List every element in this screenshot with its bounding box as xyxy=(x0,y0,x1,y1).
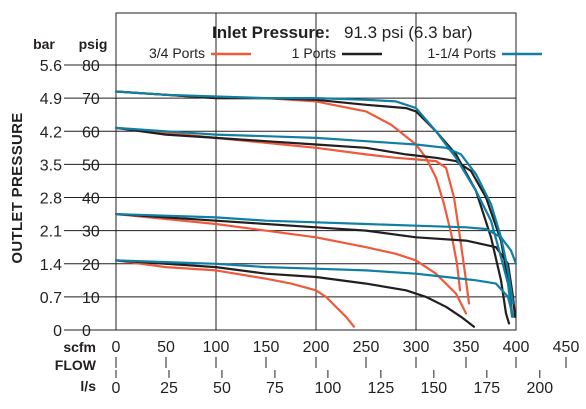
y-tick-label-bar: 4.2 xyxy=(40,124,62,141)
series-line-3-4-ports xyxy=(114,213,468,315)
x-unit-flow: FLOW xyxy=(55,357,97,373)
series-line-1-ports xyxy=(114,126,514,315)
x-tick-label-ls: 100 xyxy=(315,380,342,397)
y-tick-label-bar: 3.5 xyxy=(40,157,62,174)
x-tick-label-scfm: 150 xyxy=(253,339,280,356)
y-tick-label-psig: 10 xyxy=(82,290,100,307)
x-tick-label-scfm: 100 xyxy=(203,339,230,356)
y-tick-label-bar: 2.8 xyxy=(40,191,62,208)
x-tick-label-ls: 125 xyxy=(368,380,395,397)
y-tick-label-bar: 5.6 xyxy=(40,58,62,75)
series-line-3-4-ports xyxy=(114,90,462,292)
series-line-3-4-ports xyxy=(114,126,471,305)
x-tick-label-scfm: 350 xyxy=(453,339,480,356)
x-tick-label-ls: 200 xyxy=(526,380,553,397)
y-tick-label-psig: 70 xyxy=(82,91,100,108)
y-unit-psig: psig xyxy=(79,36,108,52)
legend: 3/4 Ports 1 Ports 1-1/4 Ports xyxy=(149,45,542,61)
y-unit-bar: bar xyxy=(33,36,55,52)
x-tick-label-scfm: 0 xyxy=(112,339,121,356)
series-line-1-1-4-ports xyxy=(114,259,515,318)
x-tick-label-ls: 175 xyxy=(473,380,500,397)
y-tick-label-psig: 30 xyxy=(82,224,100,241)
x-tick-label-scfm: 250 xyxy=(353,339,380,356)
legend-label: 1 Ports xyxy=(292,45,336,61)
y-tick-label-psig: 40 xyxy=(82,191,100,208)
series-line-1-1-4-ports xyxy=(114,90,514,318)
x-tick-label-scfm: 400 xyxy=(503,339,530,356)
series-line-1-1-4-ports xyxy=(114,126,515,305)
x-tick-label-ls: 50 xyxy=(213,380,231,397)
x-tick-label-ls: 25 xyxy=(160,380,178,397)
y-tick-label-bar: 1.4 xyxy=(40,257,62,274)
y-tick-label-psig: 80 xyxy=(82,58,100,75)
legend-label: 1-1/4 Ports xyxy=(428,45,496,61)
y-tick-label-psig: 20 xyxy=(82,257,100,274)
x-unit-ls: l/s xyxy=(80,378,96,394)
title-bold: Inlet Pressure: xyxy=(212,23,330,42)
y-tick-label-psig: 0 xyxy=(82,323,91,340)
axes: 80 5.6 70 4.9 60 4.2 50 3.5 40 2.8 30 2.1 20 1.4 10 0.7… xyxy=(40,58,580,397)
series-line-1-ports xyxy=(114,259,476,328)
series-line-3-4-ports xyxy=(114,259,356,328)
y-tick-label-bar: 4.9 xyxy=(40,91,62,108)
y-tick-label-psig: 60 xyxy=(82,124,100,141)
x-tick-label-scfm: 300 xyxy=(403,339,430,356)
x-tick-label-ls: 0 xyxy=(112,380,121,397)
x-tick-label-ls: 150 xyxy=(420,380,447,397)
x-tick-label-scfm: 50 xyxy=(157,339,175,356)
legend-label: 3/4 Ports xyxy=(149,45,205,61)
x-tick-label-scfm: 450 xyxy=(553,339,580,356)
series-line-1-1-4-ports xyxy=(114,213,518,265)
x-unit-scfm: scfm xyxy=(63,339,96,355)
y-tick-label-bar: 0.7 xyxy=(40,290,62,307)
series-lines xyxy=(114,90,518,328)
y-tick-label-bar: 0 xyxy=(53,323,62,340)
y-tick-label-psig: 50 xyxy=(82,157,100,174)
x-tick-label-scfm: 200 xyxy=(303,339,330,356)
y-axis-label: OUTLET PRESSURE xyxy=(9,112,26,263)
chart-title: Inlet Pressure: 91.3 psi (6.3 bar) xyxy=(212,23,473,42)
x-tick-label-ls: 75 xyxy=(266,380,284,397)
title-value: 91.3 psi (6.3 bar) xyxy=(344,23,473,42)
y-tick-label-bar: 2.1 xyxy=(40,224,62,241)
